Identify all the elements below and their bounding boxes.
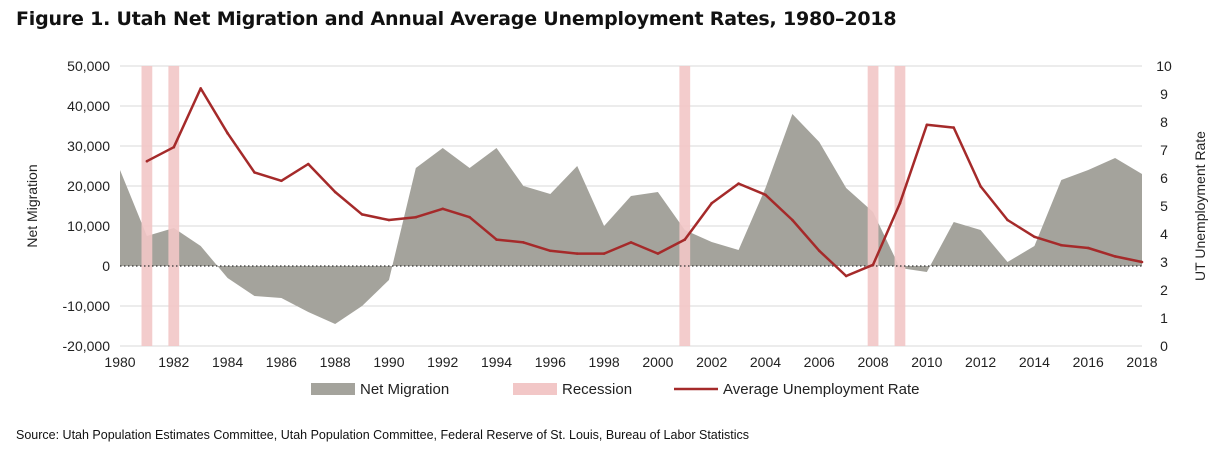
x-tick-label: 1996 <box>535 354 566 370</box>
x-tick-label: 1994 <box>481 354 512 370</box>
left-tick-label: -20,000 <box>63 338 111 354</box>
unemployment-point <box>1033 235 1036 239</box>
unemployment-point <box>871 263 875 267</box>
unemployment-point <box>172 145 176 149</box>
unemployment-point <box>683 238 687 241</box>
left-tick-label: 20,000 <box>67 178 110 194</box>
unemployment-point <box>226 131 229 135</box>
x-tick-label: 2016 <box>1073 354 1104 370</box>
legend-label-unemployment: Average Unemployment Rate <box>723 381 920 398</box>
right-tick-label: 3 <box>1160 254 1168 270</box>
unemployment-point <box>952 126 956 129</box>
x-tick-label: 2018 <box>1126 354 1157 370</box>
right-tick-label: 2 <box>1160 282 1168 298</box>
left-tick-label: -10,000 <box>63 298 111 314</box>
unemployment-point <box>1086 246 1090 250</box>
right-tick-label: 4 <box>1160 226 1168 242</box>
recession-band <box>141 66 153 346</box>
chart: -20,000 -10,000 0 10,000 20,000 30,000 40,000 5… <box>24 58 1208 398</box>
x-tick-label: 1988 <box>320 354 351 370</box>
unemployment-point <box>253 171 256 174</box>
x-tick-label: 2012 <box>965 354 996 370</box>
unemployment-point <box>979 185 982 188</box>
unemployment-point <box>575 252 579 255</box>
legend-swatch-recession <box>513 383 557 395</box>
unemployment-point <box>898 201 902 205</box>
right-tick-label: 6 <box>1160 170 1168 186</box>
source-note: Source: Utah Population Estimates Commit… <box>16 428 749 442</box>
net-migration-area <box>120 114 1142 324</box>
x-tick-label: 2006 <box>804 354 835 370</box>
x-tick-label: 1998 <box>589 354 620 370</box>
right-tick-label: 8 <box>1160 114 1168 130</box>
unemployment-point <box>199 87 202 90</box>
chart-title: Figure 1. Utah Net Migration and Annual … <box>16 8 897 30</box>
left-tick-label: 10,000 <box>67 218 110 234</box>
unemployment-point <box>522 241 525 244</box>
legend-swatch-net-migration <box>311 383 355 395</box>
unemployment-point <box>468 215 471 219</box>
right-tick-label: 10 <box>1156 58 1172 74</box>
right-tick-label: 5 <box>1160 198 1168 214</box>
unemployment-point <box>306 162 310 166</box>
unemployment-point <box>1006 218 1009 222</box>
unemployment-point <box>549 249 552 253</box>
left-tick-label: 0 <box>102 258 110 274</box>
unemployment-point <box>629 241 633 244</box>
x-axis-ticks: 1980 1982 1984 1986 1988 1990 1992 1994 1996 1998… <box>104 354 1157 370</box>
unemployment-point <box>602 252 606 255</box>
x-tick-label: 2010 <box>911 354 942 370</box>
unemployment-point <box>925 123 929 127</box>
unemployment-point <box>656 252 660 255</box>
x-tick-label: 2004 <box>750 354 781 370</box>
x-tick-label: 2008 <box>857 354 888 370</box>
unemployment-point <box>441 207 445 211</box>
legend-label-net-migration: Net Migration <box>360 381 449 398</box>
left-axis-ticks: -20,000 -10,000 0 10,000 20,000 30,000 40,000 5… <box>63 58 111 354</box>
unemployment-point <box>333 190 337 194</box>
x-tick-label: 1984 <box>212 354 243 370</box>
x-tick-label: 1990 <box>373 354 404 370</box>
unemployment-point <box>280 179 283 183</box>
unemployment-point <box>844 274 848 278</box>
unemployment-line <box>146 87 1143 278</box>
x-tick-label: 2002 <box>696 354 727 370</box>
unemployment-line-layer <box>145 87 1144 278</box>
x-tick-label: 1982 <box>158 354 189 370</box>
right-tick-label: 7 <box>1160 142 1168 158</box>
unemployment-point <box>1113 255 1117 258</box>
unemployment-point <box>387 218 391 222</box>
right-axis-ticks: 0 1 2 3 4 5 6 7 8 9 10 <box>1156 58 1172 354</box>
left-tick-label: 50,000 <box>67 58 110 74</box>
unemployment-point <box>1140 260 1144 264</box>
right-tick-label: 9 <box>1160 86 1168 102</box>
unemployment-point <box>414 215 418 219</box>
unemployment-point <box>710 201 713 205</box>
recession-band <box>168 66 180 346</box>
recession-band <box>679 66 691 346</box>
unemployment-point <box>764 193 767 197</box>
unemployment-point <box>737 182 740 185</box>
x-tick-label: 1986 <box>266 354 297 370</box>
unemployment-point <box>1060 243 1063 247</box>
left-axis-label: Net Migration <box>24 164 40 247</box>
unemployment-point <box>817 249 821 253</box>
unemployment-point <box>145 159 149 163</box>
x-tick-label: 2000 <box>642 354 673 370</box>
x-tick-label: 1980 <box>104 354 135 370</box>
x-tick-label: 1992 <box>427 354 458 370</box>
x-tick-label: 2014 <box>1019 354 1050 370</box>
recession-band <box>867 66 879 346</box>
legend-label-recession: Recession <box>562 381 632 398</box>
left-tick-label: 30,000 <box>67 138 110 154</box>
unemployment-point <box>360 213 364 216</box>
legend: Net Migration Recession Average Unemployme… <box>311 381 920 398</box>
unemployment-point <box>495 238 498 241</box>
right-tick-label: 0 <box>1160 338 1168 354</box>
right-tick-label: 1 <box>1160 310 1168 326</box>
left-tick-label: 40,000 <box>67 98 110 114</box>
net-migration-area-layer <box>120 114 1142 324</box>
unemployment-point <box>791 218 794 222</box>
right-axis-label: UT Unemployment Rate <box>1192 131 1208 281</box>
